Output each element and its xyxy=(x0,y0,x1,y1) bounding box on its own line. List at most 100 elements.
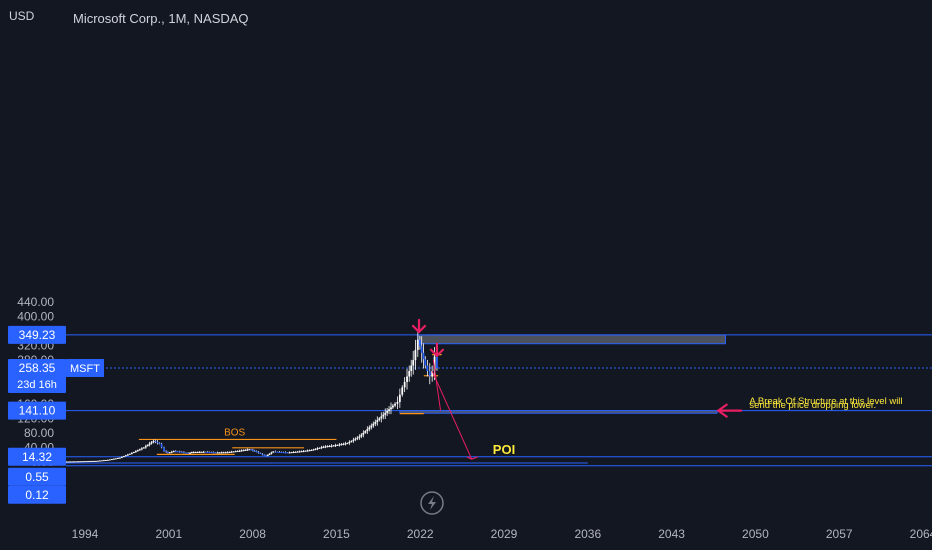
candle-body xyxy=(360,434,363,437)
candle-body xyxy=(89,461,91,463)
candle-body xyxy=(180,451,183,453)
projection-line-1[interactable] xyxy=(432,360,442,411)
red-arrow-top[interactable] xyxy=(411,318,427,334)
red-arrow-left[interactable] xyxy=(716,403,743,418)
candle-body xyxy=(433,356,436,372)
candle-body xyxy=(163,447,165,452)
candle-body xyxy=(140,448,143,450)
candle-body xyxy=(268,453,271,455)
candle-body xyxy=(77,461,79,463)
candle-body xyxy=(263,454,266,456)
y-tick-label: 80.00 xyxy=(24,426,54,440)
y-tick-label: 440.00 xyxy=(17,295,54,309)
candle-body xyxy=(189,452,191,454)
candle-body xyxy=(158,442,161,444)
annotation-note-line1: A Break Of Structure at this level will xyxy=(749,396,902,407)
candle-body xyxy=(170,451,173,453)
price-label-badge[interactable] xyxy=(8,447,66,466)
lightning-icon[interactable] xyxy=(420,491,444,515)
candle-body xyxy=(428,371,431,377)
lightning-bolt-icon xyxy=(428,496,436,510)
price-label-badge[interactable] xyxy=(8,401,66,420)
candle-body xyxy=(168,452,171,454)
candle-body xyxy=(214,452,217,454)
candle-body xyxy=(344,443,347,445)
candle-body xyxy=(388,409,390,412)
candle-body xyxy=(314,448,317,450)
candle-body xyxy=(346,443,349,445)
candle-body xyxy=(380,416,383,419)
candle-body xyxy=(183,452,185,454)
candle-body xyxy=(372,423,375,426)
candle-body xyxy=(358,436,361,438)
candle-body xyxy=(403,381,406,388)
candle-body xyxy=(125,455,127,457)
candle-body xyxy=(316,448,319,450)
candle-body xyxy=(416,339,419,350)
candle-body xyxy=(398,394,401,402)
candle-body xyxy=(259,452,262,454)
poi-label: POI xyxy=(493,442,515,457)
price-label-value: 0.12 xyxy=(25,488,49,502)
candle-body xyxy=(350,440,353,442)
candle-body xyxy=(356,437,359,439)
candle-body xyxy=(352,439,355,441)
projection-line-2[interactable] xyxy=(431,370,473,460)
candle-body xyxy=(406,376,408,382)
x-tick-label: 1994 xyxy=(72,527,99,541)
candle-body xyxy=(204,451,207,453)
bos-label: BOS xyxy=(224,427,245,438)
candle-body xyxy=(278,451,281,453)
candle-body xyxy=(138,449,141,451)
candle-body xyxy=(119,457,121,459)
candle-body xyxy=(144,446,147,448)
candle-body xyxy=(194,452,197,454)
candle-body xyxy=(266,454,269,456)
candle-body xyxy=(132,451,135,453)
price-label-badge[interactable] xyxy=(8,485,66,504)
candle-body xyxy=(302,450,305,452)
candle-body xyxy=(67,461,69,463)
candle-body xyxy=(390,407,392,410)
price-label-value: 141.10 xyxy=(19,404,56,418)
candle-body xyxy=(234,451,237,453)
candle-body xyxy=(126,454,129,456)
symbol-title[interactable]: Microsoft Corp., 1M, NASDAQ xyxy=(73,11,249,26)
demand-zone-box[interactable] xyxy=(399,410,718,414)
candle-body xyxy=(436,356,438,368)
price-label-badge[interactable] xyxy=(8,467,66,486)
candle-body xyxy=(121,456,123,458)
candle-body xyxy=(123,456,125,458)
price-label-badge[interactable] xyxy=(8,325,66,344)
candle-body xyxy=(142,447,145,449)
candle-body xyxy=(370,425,373,428)
candle-body xyxy=(280,452,283,454)
candle-body xyxy=(424,359,427,366)
candle-body xyxy=(300,451,303,453)
candle-body xyxy=(228,451,231,453)
y-tick-label: 400.00 xyxy=(17,309,54,323)
candle-body xyxy=(113,458,115,460)
candle-body xyxy=(109,459,111,461)
candle-body xyxy=(79,461,81,463)
candle-body xyxy=(190,452,193,454)
candle-body xyxy=(75,461,77,463)
ticker-badge[interactable] xyxy=(66,358,104,377)
candle-body xyxy=(378,418,381,421)
candle-body xyxy=(200,451,203,453)
supply-zone-box[interactable] xyxy=(417,334,726,345)
candle-body xyxy=(101,460,103,462)
candle-body xyxy=(382,414,385,417)
candle-body xyxy=(196,451,199,453)
candle-body xyxy=(105,459,107,461)
red-arrow-second[interactable] xyxy=(429,342,445,358)
candle-body xyxy=(220,452,223,454)
candle-body xyxy=(224,452,227,454)
candle-body xyxy=(419,339,421,347)
candle-body xyxy=(178,451,181,453)
candle-body xyxy=(338,444,341,446)
candle-body xyxy=(253,450,256,452)
candle-body xyxy=(154,440,157,442)
price-label-badge[interactable] xyxy=(8,358,66,393)
